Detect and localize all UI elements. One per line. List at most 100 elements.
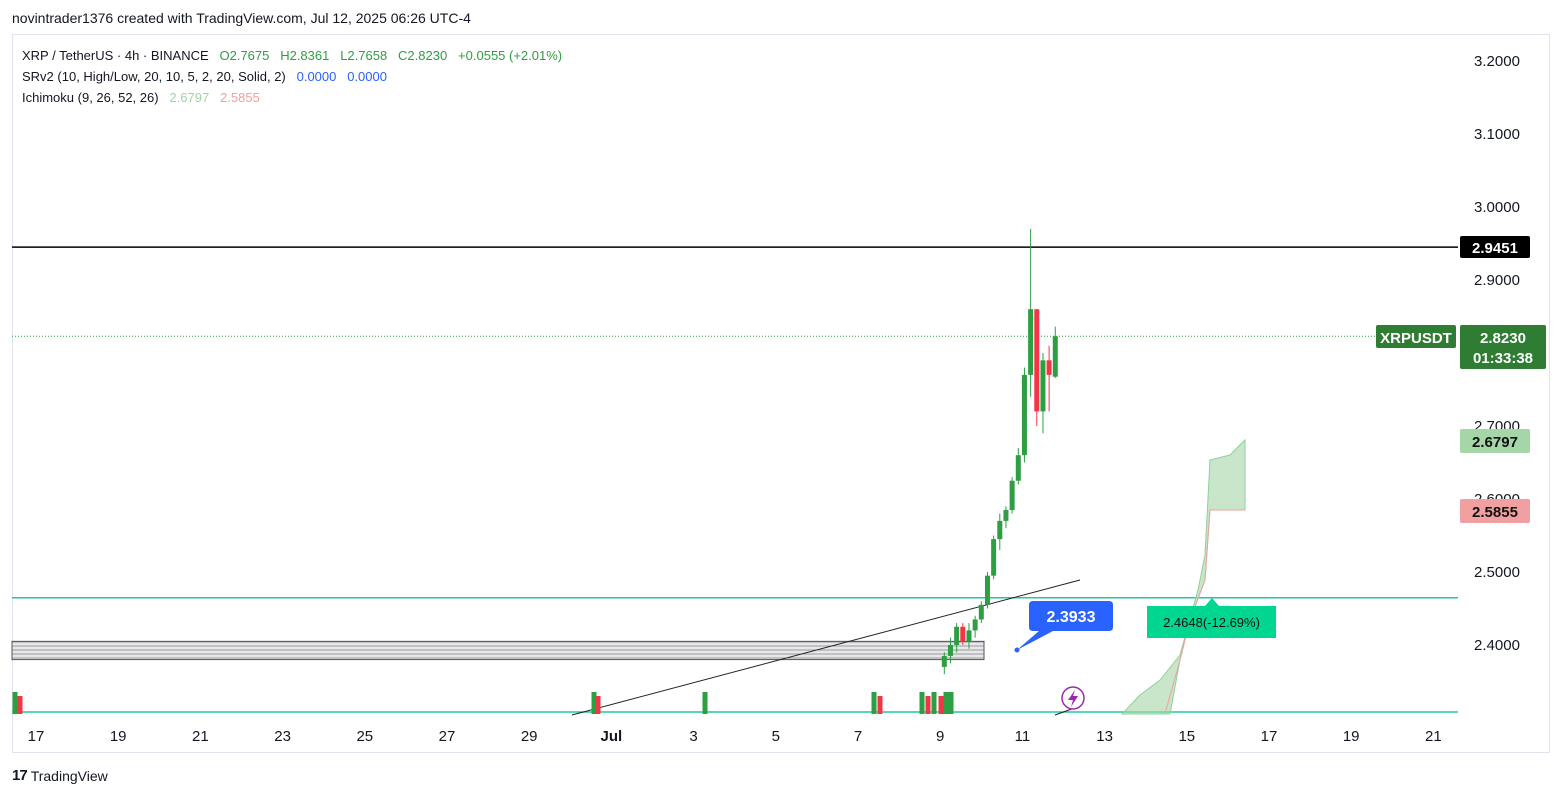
- candles-group[interactable]: [941, 228, 1058, 675]
- ichimoku-cloud: [1120, 438, 1246, 715]
- symbol-tag-label: XRPUSDT: [1380, 330, 1452, 347]
- chart-frame: [12, 34, 1550, 753]
- close-value: C2.8230: [398, 48, 448, 63]
- candle-body: [1009, 480, 1015, 510]
- early-candle: [595, 696, 601, 714]
- ichimoku-label: Ichimoku (9, 26, 52, 26): [22, 90, 159, 105]
- ichimoku-b-tag: 2.5855: [1460, 499, 1530, 523]
- candle[interactable]: [972, 615, 978, 638]
- candle[interactable]: [966, 623, 972, 649]
- early-candle: [938, 696, 944, 714]
- candle-body: [966, 630, 972, 642]
- time-tick-label: 23: [274, 728, 291, 745]
- candle-body: [984, 575, 990, 605]
- candle[interactable]: [978, 601, 984, 624]
- candle[interactable]: [1021, 367, 1027, 463]
- ichimoku-a-tag: 2.6797: [1460, 429, 1530, 453]
- tradingview-footer[interactable]: 17 TradingView: [12, 767, 108, 784]
- time-tick-label: 21: [192, 728, 209, 745]
- resistance-price-label: 2.9451: [1472, 240, 1518, 257]
- candle-body: [978, 604, 984, 620]
- candle-body: [954, 626, 960, 645]
- time-axis[interactable]: 17 19 21 23 25 27 29 Jul 3 5 7 9 11 13 15 17 19 21: [28, 728, 1442, 745]
- candle-body: [960, 626, 966, 642]
- early-candle: [943, 692, 949, 714]
- candle-body: [1046, 360, 1052, 375]
- price-tick-label: 2.5000: [1474, 564, 1520, 581]
- early-candle: [702, 692, 708, 714]
- time-tick-label: Jul: [601, 728, 623, 745]
- early-candle: [12, 692, 18, 714]
- early-candle: [591, 692, 597, 714]
- trend-line[interactable]: [571, 579, 1081, 716]
- candle[interactable]: [941, 652, 947, 675]
- price-tick-label: 3.0000: [1474, 199, 1520, 216]
- time-tick-label: 11: [1015, 728, 1031, 745]
- candle[interactable]: [991, 535, 997, 580]
- srv2-legend-row[interactable]: SRv2 (10, High/Low, 20, 10, 5, 2, 20, So…: [22, 66, 562, 87]
- candle[interactable]: [1034, 309, 1040, 426]
- candle[interactable]: [960, 623, 966, 645]
- blue-price-callout[interactable]: 2.3933: [1014, 601, 1114, 653]
- blue-callout-label: 2.3933: [1047, 609, 1096, 626]
- candle-body: [1015, 455, 1021, 481]
- early-candle: [931, 692, 937, 714]
- candle[interactable]: [1046, 345, 1052, 412]
- ichimoku-legend-row[interactable]: Ichimoku (9, 26, 52, 26) 2.6797 2.5855: [22, 87, 562, 108]
- resistance-price-tag: 2.9451: [1460, 236, 1530, 258]
- time-tick-label: 27: [439, 728, 456, 745]
- candle-body: [1040, 360, 1046, 412]
- ichimoku-b-label: 2.5855: [1472, 504, 1518, 521]
- open-value: O2.7675: [219, 48, 270, 63]
- time-tick-label: 15: [1178, 728, 1195, 745]
- lightning-icon[interactable]: [1061, 686, 1085, 710]
- candle[interactable]: [947, 637, 953, 664]
- early-candle: [925, 696, 931, 714]
- candle[interactable]: [1028, 228, 1034, 397]
- tradingview-logo-icon: 17: [12, 767, 28, 784]
- green-price-callout[interactable]: 2.4648(-12.69%): [1147, 598, 1276, 638]
- candle[interactable]: [1009, 477, 1015, 514]
- price-tick-label: 3.1000: [1474, 126, 1520, 143]
- change-value: +0.0555 (+2.01%): [458, 48, 563, 63]
- low-value: L2.7658: [340, 48, 388, 63]
- candle-body: [941, 655, 947, 667]
- early-candle: [948, 692, 954, 714]
- candle[interactable]: [1052, 326, 1058, 378]
- symbol-legend-row[interactable]: XRP / TetherUS · 4h · BINANCE O2.7675 H2…: [22, 45, 562, 66]
- candle[interactable]: [984, 572, 990, 609]
- early-candle: [871, 692, 877, 714]
- time-tick-label: 7: [854, 728, 862, 745]
- candle[interactable]: [954, 623, 960, 653]
- srv2-value-1: 0.0000: [296, 69, 337, 84]
- symbol-tag: XRPUSDT: [1376, 325, 1456, 348]
- time-tick-label: 13: [1096, 728, 1113, 745]
- candle[interactable]: [997, 513, 1003, 551]
- price-tick-label: 2.4000: [1474, 637, 1520, 654]
- price-tick-label: 2.9000: [1474, 272, 1520, 289]
- symbol-label: XRP / TetherUS · 4h · BINANCE: [22, 48, 209, 63]
- tradingview-brand: TradingView: [30, 767, 108, 784]
- candle-body: [1034, 309, 1040, 412]
- time-tick-label: 3: [689, 728, 697, 745]
- early-candles-group: [12, 692, 954, 714]
- candle[interactable]: [1040, 353, 1046, 434]
- candle[interactable]: [1015, 447, 1021, 485]
- time-tick-label: 21: [1425, 728, 1442, 745]
- chart-legend: XRP / TetherUS · 4h · BINANCE O2.7675 H2…: [22, 45, 562, 108]
- green-callout-label: 2.4648(-12.69%): [1163, 615, 1260, 630]
- candle[interactable]: [1003, 506, 1009, 529]
- srv2-value-2: 0.0000: [347, 69, 387, 84]
- early-candle: [17, 696, 23, 714]
- ichimoku-a-label: 2.6797: [1472, 434, 1518, 451]
- time-tick-label: 19: [1343, 728, 1360, 745]
- candle-body: [1052, 336, 1058, 377]
- demand-zone-box[interactable]: [11, 640, 985, 661]
- early-candle: [919, 692, 925, 714]
- last-price-tag: 2.8230 01:33:38: [1460, 325, 1546, 369]
- blue-callout-anchor: [1014, 647, 1020, 653]
- early-candle: [877, 696, 883, 714]
- time-tick-label: 29: [521, 728, 538, 745]
- candle-body: [991, 539, 997, 576]
